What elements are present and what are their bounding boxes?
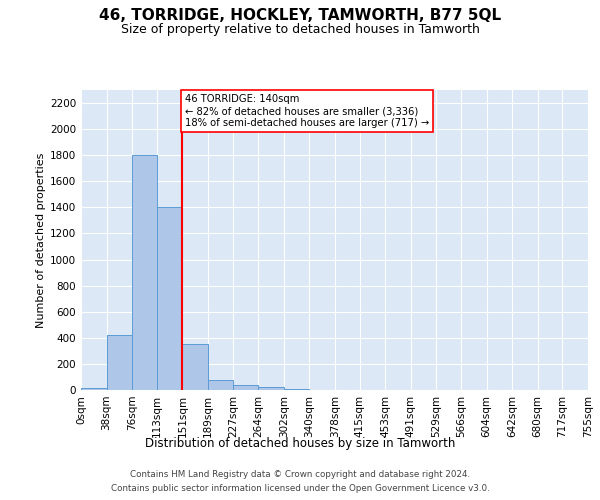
Text: Contains public sector information licensed under the Open Government Licence v3: Contains public sector information licen… [110,484,490,493]
Y-axis label: Number of detached properties: Number of detached properties [36,152,46,328]
Text: 46, TORRIDGE, HOCKLEY, TAMWORTH, B77 5QL: 46, TORRIDGE, HOCKLEY, TAMWORTH, B77 5QL [99,8,501,22]
Bar [208,380,233,390]
Bar [157,208,182,390]
Bar [81,388,107,390]
Bar [258,388,284,390]
Text: 46 TORRIDGE: 140sqm
← 82% of detached houses are smaller (3,336)
18% of semi-det: 46 TORRIDGE: 140sqm ← 82% of detached ho… [185,94,430,128]
Text: Size of property relative to detached houses in Tamworth: Size of property relative to detached ho… [121,22,479,36]
Text: Distribution of detached houses by size in Tamworth: Distribution of detached houses by size … [145,438,455,450]
Text: Contains HM Land Registry data © Crown copyright and database right 2024.: Contains HM Land Registry data © Crown c… [130,470,470,479]
Bar [132,155,157,390]
Bar [233,386,258,390]
Bar [107,335,132,390]
Bar [182,344,208,390]
